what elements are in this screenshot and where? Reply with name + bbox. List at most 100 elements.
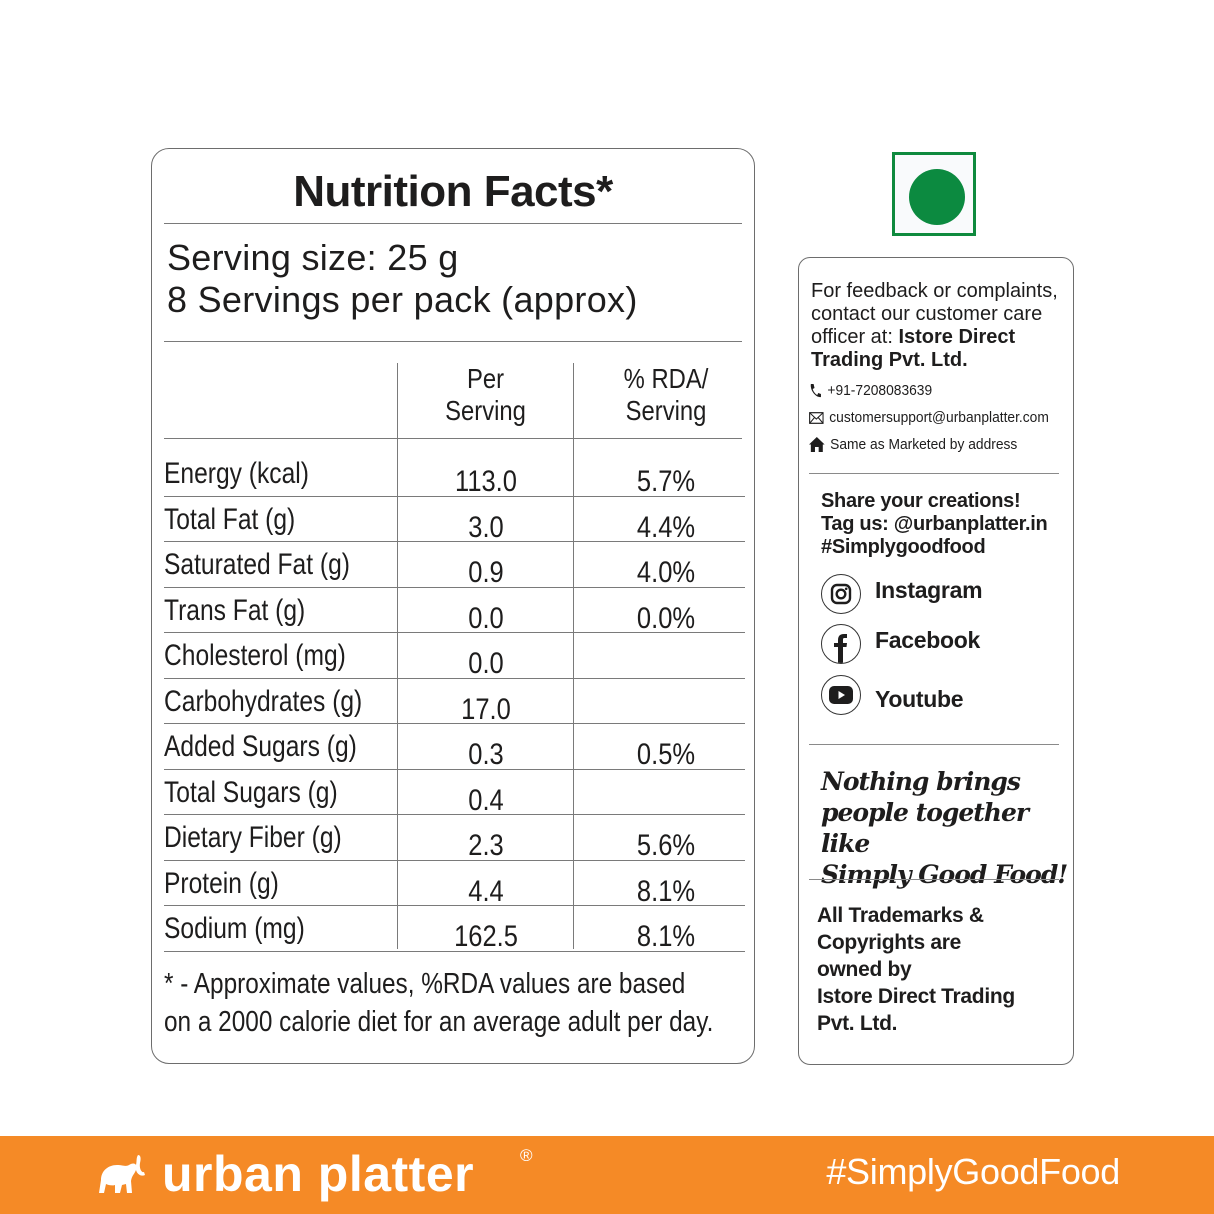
phone-contact[interactable]: +91-7208083639 [809,382,932,399]
tagline-line: Simply Good Food! [821,860,1068,889]
footnote-line: * - Approximate values, %RDA values are … [164,968,686,1000]
trademark-line: owned by [817,958,912,981]
divider [809,473,1059,474]
per-serving-value: 162.5 [454,920,518,953]
instagram-icon [821,574,861,614]
tagline-line: Nothing brings [821,767,1021,796]
nutrient-label: Total Fat (g) [164,502,296,536]
serving-size: Serving size: 25 g [167,237,459,278]
divider [164,223,742,224]
table-row: Trans Fat (g) 0.0 0.0% [164,588,745,635]
footnote: * - Approximate values, %RDA values are … [164,965,713,1041]
nutrient-label: Cholesterol (mg) [164,639,346,672]
nutrient-label: Protein (g) [164,866,279,900]
table-row: Energy (kcal) 113.0 5.7% [164,451,745,498]
trademark-line: Pvt. Ltd. [817,1012,898,1035]
per-serving-value: 0.0 [468,601,504,635]
per-serving-value: 2.3 [468,829,504,862]
table-row: Saturated Fat (g) 0.9 4.0% [164,542,745,589]
rda-value: 4.0% [636,556,696,589]
social-label: Instagram [875,576,983,603]
table-row: Dietary Fiber (g) 2.3 5.6% [164,815,745,862]
share-line: Tag us: @urbanplatter.in [821,513,1048,535]
divider [809,744,1059,745]
info-panel: For feedback or complaints, contact our … [798,257,1074,1065]
servings-per-pack: 8 Servings per pack (approx) [167,279,638,320]
per-serving-value: 0.4 [468,783,504,817]
social-label: Facebook [875,626,980,653]
social-label: Youtube [875,685,964,712]
table-row: Added Sugars (g) 0.3 0.5% [164,724,745,771]
serving-info: Serving size: 25 g 8 Servings per pack (… [167,237,638,321]
nutrient-label: Added Sugars (g) [164,730,357,763]
divider [164,438,742,439]
nutrition-facts-panel: Nutrition Facts* Serving size: 25 g 8 Se… [151,148,755,1064]
header-line: Per [466,363,505,394]
share-line: #Simplygoodfood [821,536,986,558]
company-name: Trading Pvt. Ltd. [811,349,968,371]
brand-hashtag: #SimplyGoodFood [826,1151,1120,1192]
rda-value: 8.1% [636,874,696,908]
nutrient-label: Sodium (mg) [164,912,305,945]
rda-value: 5.7% [636,465,696,498]
youtube-icon [821,675,861,715]
trademark-notice: All Trademarks & Copyrights are owned by… [817,902,1015,1037]
table-row: Carbohydrates (g) 17.0 [164,679,745,726]
per-serving-value: 0.3 [468,738,504,771]
tagline-line: people together like [821,798,1029,858]
mail-icon [809,411,824,424]
email-contact[interactable]: customersupport@urbanplatter.com [809,409,1049,426]
table-row: Protein (g) 4.4 8.1% [164,861,745,908]
brand-tagline: Nothing brings people together like Simp… [821,766,1073,890]
home-icon [809,437,825,452]
phone-icon [810,383,821,397]
column-divider [573,363,574,949]
nutrient-label: Carbohydrates (g) [164,684,363,718]
feedback-line: For feedback or complaints, [811,280,1058,302]
table-row: Sodium (mg) 162.5 8.1% [164,906,745,953]
trademark-line: All Trademarks & [817,904,984,927]
divider [164,341,742,342]
table-row: Cholesterol (mg) 0.0 [164,633,745,680]
per-serving-value: 17.0 [461,692,511,726]
table-row: Total Sugars (g) 0.4 [164,770,745,817]
footnote-line: on a 2000 calorie diet for an average ad… [164,1006,714,1038]
vegetarian-mark [892,152,976,236]
per-serving-value: 3.0 [468,510,504,544]
header-line: % RDA/ [623,363,709,394]
rda-value: 4.4% [636,510,696,544]
feedback-line: officer at: [811,326,899,348]
per-serving-value: 0.9 [468,556,504,589]
brand-footer-bar: urban platter ® #SimplyGoodFood [0,1136,1214,1214]
address-contact: Same as Marketed by address [809,436,1017,453]
registered-mark: ® [520,1146,533,1165]
social-instagram[interactable]: Instagram [821,574,983,614]
feedback-line: contact our customer care [811,303,1043,325]
column-header-rda: % RDA/Serving [574,363,758,437]
trademark-line: Copyrights are [817,931,961,954]
table-row: Total Fat (g) 3.0 4.4% [164,497,745,544]
nutrient-label: Energy (kcal) [164,457,309,490]
address-text: Same as Marketed by address [830,436,1018,453]
nutrient-label: Total Sugars (g) [164,775,338,809]
rda-value: 0.0% [636,601,696,635]
social-facebook[interactable]: Facebook [821,624,980,664]
phone-number: +91-7208083639 [827,382,933,399]
email-address: customersupport@urbanplatter.com [829,409,1049,426]
divider [809,879,1059,880]
header-line: Serving [625,395,707,426]
rda-value: 5.6% [636,829,696,862]
veg-dot-icon [909,169,965,225]
nutrition-facts-title: Nutrition Facts* [293,167,613,216]
share-text: Share your creations! Tag us: @urbanplat… [821,490,1048,559]
per-serving-value: 113.0 [455,465,517,498]
rda-value: 8.1% [636,920,696,953]
nutrient-label: Saturated Fat (g) [164,548,350,581]
brand-name: urban platter [162,1146,475,1202]
per-serving-value: 0.0 [468,647,504,680]
social-youtube[interactable]: Youtube [821,675,963,715]
facebook-icon [821,624,861,664]
share-line: Share your creations! [821,490,1021,512]
elephant-icon [99,1155,145,1193]
per-serving-value: 4.4 [468,874,504,908]
